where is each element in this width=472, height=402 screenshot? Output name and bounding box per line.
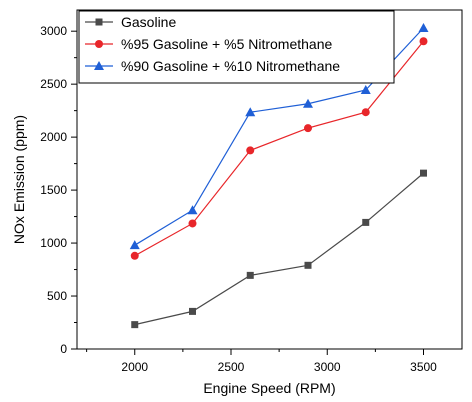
legend-label: Gasoline <box>121 14 176 30</box>
legend: Gasoline %95 Gasoline + %5 Nitromethane %9… <box>78 10 395 84</box>
y-tick-label: 2500 <box>40 77 67 91</box>
data-point <box>420 169 427 177</box>
y-tick-label: 1000 <box>40 236 67 250</box>
data-point <box>129 240 140 250</box>
plot-frame <box>76 9 463 350</box>
x-tick-label: 2500 <box>218 360 245 374</box>
y-tick-label: 1500 <box>40 183 67 197</box>
data-point <box>304 261 312 269</box>
data-point <box>303 98 313 108</box>
legend-label: %95 Gasoline + %5 Nitromethane <box>121 36 332 52</box>
data-point <box>131 321 139 329</box>
x-tick-label: 3500 <box>410 360 437 374</box>
x-tick-label: 3000 <box>314 360 341 374</box>
series-line <box>134 40 424 257</box>
legend-label: %90 Gasoline + %10 Nitromethane <box>121 58 340 74</box>
y-tick-label: 0 <box>60 342 67 356</box>
data-point <box>187 205 198 215</box>
legend-item: %95 Gasoline + %5 Nitromethane <box>85 36 332 52</box>
y-tick-label: 500 <box>47 289 67 303</box>
legend-marker <box>94 61 104 70</box>
legend-box <box>78 10 395 84</box>
x-tick-label: 2000 <box>121 360 148 374</box>
data-point <box>361 108 370 117</box>
data-point <box>246 271 254 279</box>
series-1 <box>131 169 427 329</box>
data-point <box>130 251 139 260</box>
data-point <box>304 124 312 133</box>
data-point <box>360 84 371 94</box>
y-tick-label: 3000 <box>40 24 67 38</box>
data-point <box>188 219 197 228</box>
data-point <box>245 107 256 117</box>
legend-marker <box>95 40 103 48</box>
x-axis-title: Engine Speed (RPM) <box>203 380 335 396</box>
axis-ticks: 2000 2500 3000 3500 0 500 1000 1500 2000 2500 3000 <box>40 24 437 374</box>
legend-item: Gasoline <box>85 14 176 30</box>
series-2 <box>130 37 428 260</box>
y-axis-title: NOx Emission (ppm) <box>11 115 27 244</box>
series-line <box>134 172 424 326</box>
data-point <box>189 307 196 315</box>
data-point <box>246 146 255 155</box>
data-point <box>418 23 429 33</box>
legend-marker <box>95 18 103 26</box>
y-tick-label: 2000 <box>40 130 67 144</box>
data-point <box>362 218 370 226</box>
data-series <box>129 23 429 329</box>
legend-item: %90 Gasoline + %10 Nitromethane <box>85 58 340 74</box>
data-point <box>419 37 428 46</box>
